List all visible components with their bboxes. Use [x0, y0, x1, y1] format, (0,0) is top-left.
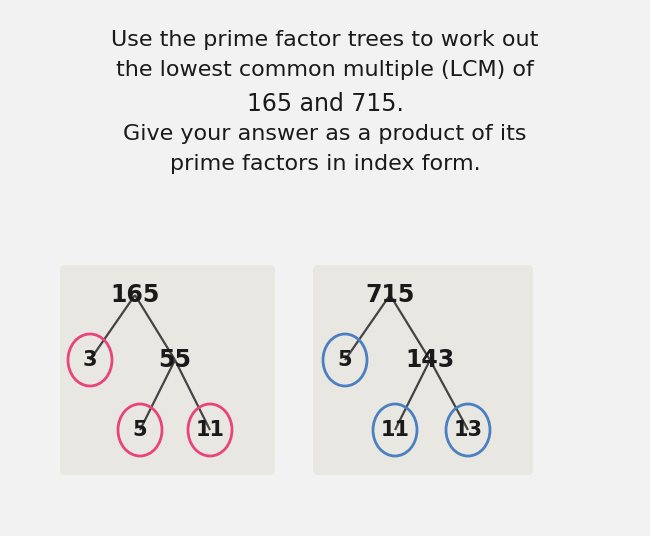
Text: the lowest common multiple (LCM) of: the lowest common multiple (LCM) of [116, 60, 534, 80]
FancyBboxPatch shape [60, 265, 275, 475]
Text: Give your answer as a product of its: Give your answer as a product of its [124, 124, 526, 144]
Text: 3: 3 [83, 350, 98, 370]
Text: prime factors in index form.: prime factors in index form. [170, 154, 480, 174]
Text: 5: 5 [133, 420, 148, 440]
Text: Use the prime factor trees to work out: Use the prime factor trees to work out [111, 30, 539, 50]
FancyBboxPatch shape [313, 265, 533, 475]
Text: 11: 11 [196, 420, 224, 440]
Text: 165: 165 [111, 283, 160, 307]
Text: 715: 715 [365, 283, 415, 307]
Text: 143: 143 [406, 348, 454, 372]
Text: 11: 11 [380, 420, 410, 440]
Text: 13: 13 [454, 420, 482, 440]
Text: 5: 5 [338, 350, 352, 370]
Text: 165 and 715.: 165 and 715. [246, 92, 404, 116]
Text: 55: 55 [159, 348, 192, 372]
